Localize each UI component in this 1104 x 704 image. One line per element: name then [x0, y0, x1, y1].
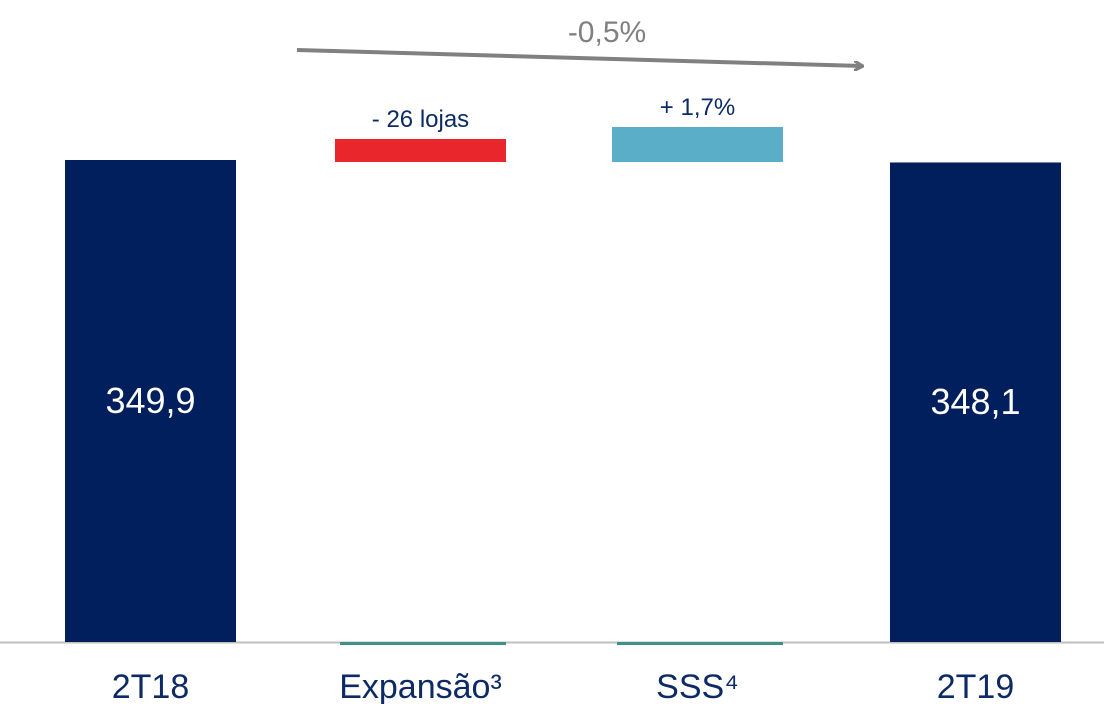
step-floor-stub	[617, 642, 783, 645]
overall-change-arrow	[296, 48, 862, 66]
bar-2T19	[890, 162, 1061, 643]
x-tick-label: Expansão³	[339, 668, 502, 704]
bar-value-label: 348,1	[930, 381, 1020, 422]
bar-value-label: 349,9	[105, 380, 195, 421]
bar-2T18	[65, 160, 236, 642]
overall-change-label: -0,5%	[568, 16, 646, 49]
step-bar-increase	[612, 127, 783, 162]
step-value-label: + 1,7%	[660, 94, 735, 121]
x-tick-label: 2T19	[937, 668, 1015, 704]
x-tick-label: 2T18	[112, 668, 190, 704]
step-floor-stub	[340, 642, 506, 645]
step-value-label: - 26 lojas	[372, 106, 469, 133]
x-tick-label: SSS⁴	[656, 668, 739, 704]
step-bar-decrease	[335, 139, 506, 162]
